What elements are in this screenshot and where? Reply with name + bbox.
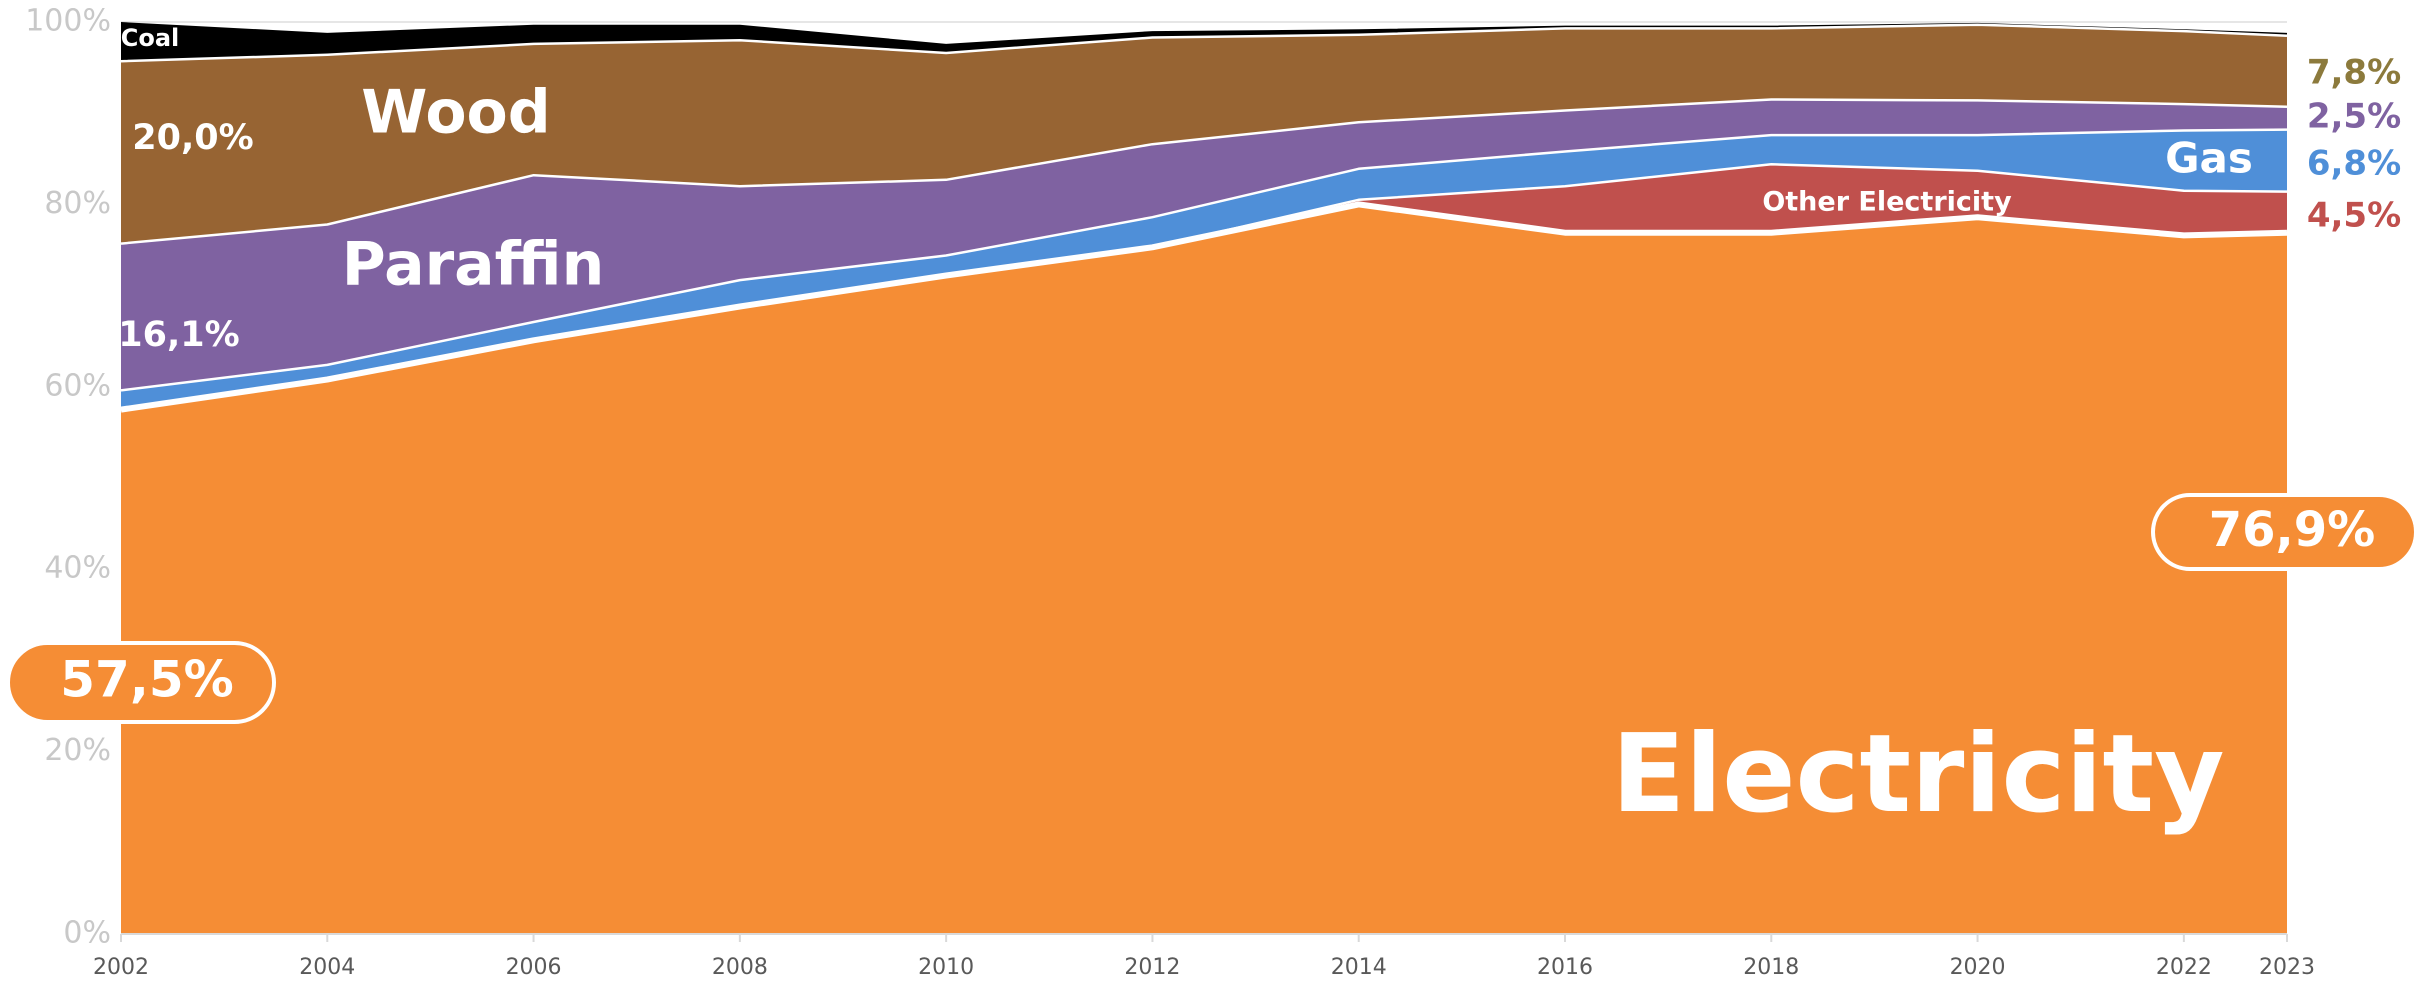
value-label: 2,5%	[2307, 97, 2401, 137]
y-tick-label: 20%	[44, 733, 111, 768]
area	[121, 99, 2287, 391]
y-tick-label: 100%	[25, 4, 111, 39]
x-tick-label: 2023	[2259, 955, 2315, 978]
x-tick-label: 2008	[712, 955, 768, 978]
series-label: Paraffin	[342, 230, 605, 300]
label-pill	[6, 641, 276, 724]
value-label: 7,8%	[2307, 53, 2401, 93]
value-label: 20,0%	[132, 118, 253, 158]
area	[121, 22, 2287, 62]
series-label: Electricity	[1611, 712, 2224, 837]
x-tick-label: 2018	[1743, 955, 1799, 978]
separator	[120, 23, 2288, 63]
y-tick-label: 0%	[63, 916, 111, 951]
label-pill	[2151, 493, 2418, 571]
series-label: Gas	[2165, 134, 2253, 183]
x-tick-label: 2016	[1537, 955, 1593, 978]
y-tick-label: 60%	[44, 368, 111, 403]
value-label: 57,5%	[60, 651, 233, 709]
value-label: 6,8%	[2307, 144, 2401, 184]
series-label: Other Electricity	[1762, 187, 2012, 218]
x-tick-label: 2002	[93, 955, 149, 978]
value-label: 16,1%	[118, 315, 239, 355]
x-tick-label: 2022	[2156, 955, 2212, 978]
x-tick-label: 2006	[506, 955, 562, 978]
x-tick-label: 2014	[1331, 955, 1387, 978]
x-tick-label: 2012	[1124, 955, 1180, 978]
area	[121, 164, 2287, 410]
separator	[120, 163, 2288, 411]
y-tick-label: 40%	[44, 551, 111, 586]
x-tick-label: 2020	[1950, 955, 2006, 978]
series-label: Wood	[361, 78, 550, 148]
area	[121, 24, 2287, 244]
value-label: 76,9%	[2209, 502, 2376, 558]
series-label: Coal	[121, 24, 180, 52]
y-tick-label: 80%	[44, 186, 111, 221]
x-tick-label: 2010	[918, 955, 974, 978]
separator	[120, 98, 2288, 245]
area	[121, 129, 2287, 410]
area	[121, 204, 2287, 934]
separator	[120, 128, 2288, 392]
value-label: 4,5%	[2307, 196, 2401, 236]
x-tick-label: 2004	[299, 955, 355, 978]
